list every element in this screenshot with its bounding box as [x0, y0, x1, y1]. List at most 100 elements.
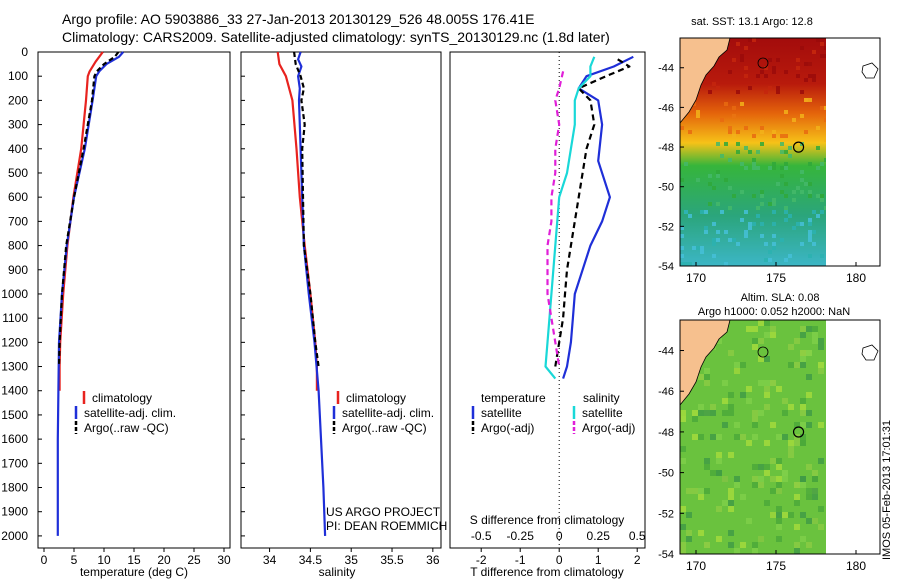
depth-tick-label: 600	[8, 190, 28, 204]
sst-pixel	[820, 42, 824, 46]
sst-pixel	[744, 74, 748, 78]
sst-pixel	[808, 98, 812, 102]
sla-pixel	[806, 494, 812, 500]
sst-pixel	[820, 210, 824, 214]
sst-pixel	[740, 58, 744, 62]
sla-pixel	[806, 350, 812, 356]
s-diff-tick-label: -0.25	[507, 529, 535, 543]
depth-tick-label: 1500	[1, 408, 28, 422]
lon-tick-label: 180	[846, 559, 866, 573]
sst-pixel	[728, 126, 732, 130]
sst-pixel	[688, 262, 692, 266]
sla-pixel	[746, 398, 752, 404]
sst-pixel	[780, 174, 784, 178]
sst-pixel	[780, 150, 784, 154]
sst-pixel	[816, 194, 820, 198]
sst-pixel	[724, 230, 728, 234]
sla-pixel	[800, 362, 806, 368]
sla-map: Altim. SLA: 0.08 Argo h1000: 0.052 h2000…	[658, 292, 881, 573]
sst-pixel	[772, 242, 776, 246]
sla-pixel	[704, 374, 710, 380]
header-line-1: Argo profile: AO 5903886_33 27-Jan-2013 …	[62, 11, 535, 27]
sla-map-title-1: Altim. SLA: 0.08	[741, 292, 820, 304]
climatology-line	[276, 51, 318, 391]
sst-pixel	[680, 234, 684, 238]
sla-pixel	[758, 464, 764, 470]
sst-pixel	[696, 178, 700, 182]
sst-pixel	[776, 86, 780, 90]
depth-tick-label: 700	[8, 214, 28, 228]
sla-map-title-2: Argo h1000: 0.052 h2000: NaN	[698, 306, 850, 318]
sla-pixel	[710, 404, 716, 410]
sst-pixel	[680, 246, 684, 250]
depth-tick-label: 1200	[1, 335, 28, 349]
sla-pixel	[758, 536, 764, 542]
sst-pixel	[820, 54, 824, 58]
sla-pixel	[776, 488, 782, 494]
sla-pixel	[704, 542, 710, 548]
sst-pixel	[680, 262, 684, 266]
sla-pixel	[716, 458, 722, 464]
sla-pixel	[722, 500, 728, 506]
sst-pixel	[724, 262, 728, 266]
sla-pixel	[818, 524, 824, 530]
lon-tick-label: 175	[766, 559, 786, 573]
t-difference-axis-label: T difference from climatology	[470, 565, 624, 579]
sla-pixel	[776, 434, 782, 440]
sst-pixel	[764, 66, 768, 70]
x-tick-label: 0	[41, 553, 48, 567]
x-tick-label: 35	[345, 553, 359, 567]
sst-argo-marker	[792, 141, 805, 153]
sst-pixel	[744, 234, 748, 238]
x-tick-label: 10	[97, 553, 111, 567]
depth-tick-label: 1700	[1, 456, 28, 470]
sst-pixel	[700, 246, 704, 250]
depth-tick-label: 300	[8, 118, 28, 132]
sla-pixel	[710, 470, 716, 476]
sla-pixel	[752, 416, 758, 422]
salinity-satellite-line	[544, 56, 596, 380]
sst-pixel	[780, 142, 784, 146]
s-diff-tick-label: -0.5	[471, 529, 492, 543]
sst-pixel	[756, 74, 760, 78]
sla-pixel	[800, 410, 806, 416]
sla-pixel	[752, 410, 758, 416]
difference-legend-temperature: temperature satellite Argo(-adj)	[471, 391, 546, 435]
sst-pixel	[824, 206, 826, 210]
sst-pixel	[808, 254, 812, 258]
lat-tick-label: -50	[658, 468, 674, 480]
sst-pixel	[784, 210, 788, 214]
salinity-legend-argo: Argo(..raw -QC)	[342, 421, 427, 435]
sla-pixel	[722, 476, 728, 482]
sst-pixel	[772, 246, 776, 250]
sla-pixel	[734, 548, 740, 554]
sst-pixel	[760, 130, 764, 134]
sla-pixel	[698, 410, 704, 416]
sla-pixel	[806, 488, 812, 494]
sla-pixel	[704, 368, 710, 374]
sla-pixel	[764, 386, 770, 392]
sla-pixel	[818, 458, 824, 464]
temperature-legend-argo: Argo(..raw -QC)	[84, 421, 169, 435]
sst-pixel	[816, 38, 820, 42]
sst-pixel	[740, 218, 744, 222]
sst-pixel	[756, 150, 760, 154]
sla-pixel	[728, 542, 734, 548]
sla-pixel	[758, 410, 764, 416]
sst-pixel	[748, 226, 752, 230]
sla-pixel	[704, 410, 710, 416]
sst-pixel	[788, 146, 792, 150]
sla-pixel	[680, 548, 686, 554]
sla-pixel	[758, 320, 764, 326]
sst-pixel	[804, 98, 808, 102]
argo-raw-qc-line	[57, 51, 120, 367]
sla-pixel	[734, 368, 740, 374]
depth-tick-labels: 0 100 200 300 400 500 600 700 800 900 1000 1100 1200…	[1, 45, 28, 543]
sla-argo-marker	[792, 426, 805, 438]
sla-pixel	[734, 434, 740, 440]
depth-tick-label: 400	[8, 142, 28, 156]
sst-pixel	[744, 66, 748, 70]
sst-pixel	[684, 262, 688, 266]
sst-pixel	[760, 194, 764, 198]
sst-pixel	[792, 118, 796, 122]
